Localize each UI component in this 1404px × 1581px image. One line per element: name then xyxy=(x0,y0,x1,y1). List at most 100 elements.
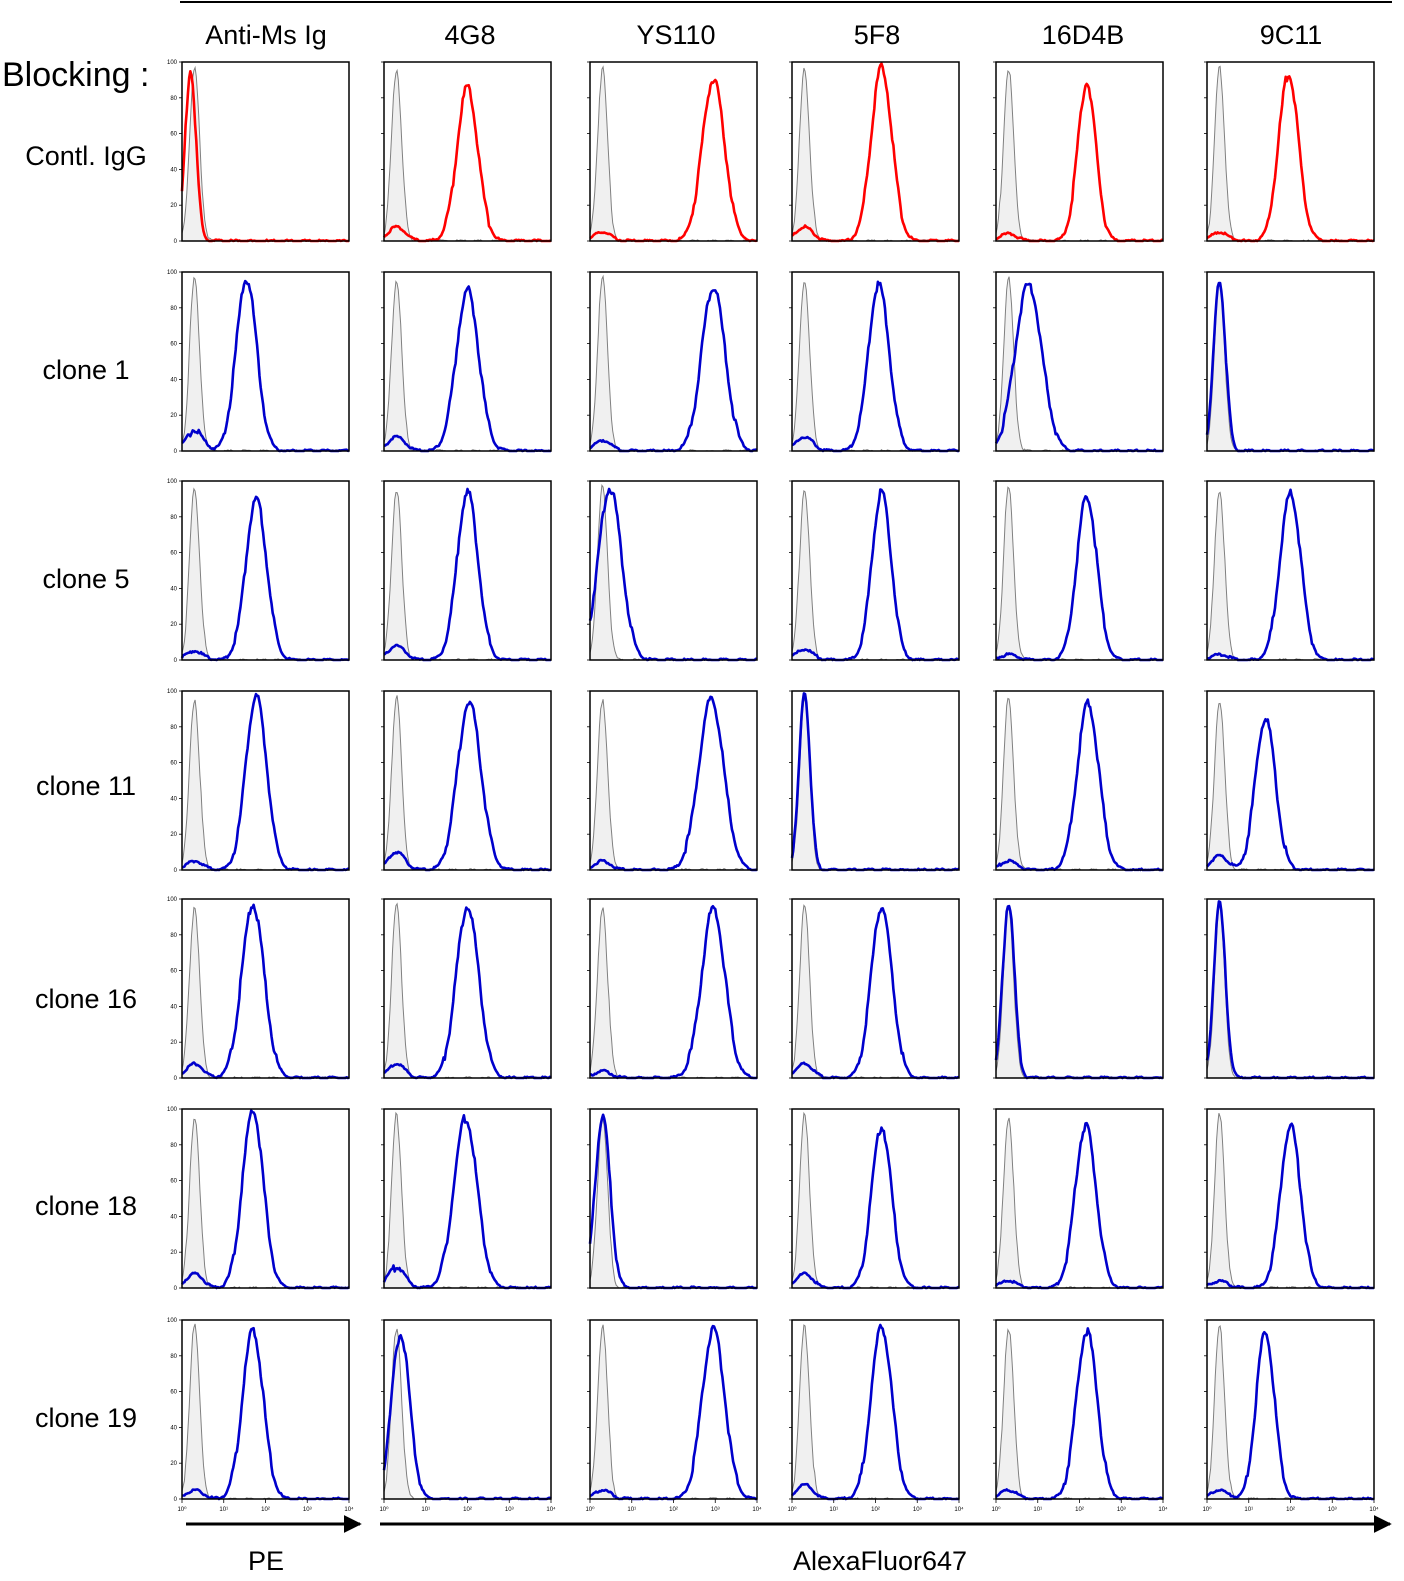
clone-histogram-line xyxy=(1205,900,1375,1080)
isotype-histogram-line xyxy=(383,1328,552,1500)
row-label-contl-igg: Contl. IgG xyxy=(25,141,147,171)
histogram-panel xyxy=(789,690,960,872)
y-tick-label: 80 xyxy=(170,515,177,521)
y-tick-label: 100 xyxy=(167,689,178,695)
panel-frame xyxy=(383,1319,552,1500)
isotype-histogram-line xyxy=(589,699,758,871)
histogram-panel xyxy=(789,480,960,662)
panel-frame xyxy=(1206,480,1375,661)
x-tick-label: 10⁴ xyxy=(1158,1506,1168,1513)
panel-frame xyxy=(1206,690,1375,871)
column-header-4g8: 4G8 xyxy=(444,20,495,50)
panel-frame xyxy=(995,271,1164,452)
clone-histogram-line xyxy=(383,906,552,1080)
isotype-fill xyxy=(996,1329,1163,1499)
clone-histogram-line xyxy=(994,1121,1164,1290)
isotype-histogram-line xyxy=(383,1111,552,1289)
isotype-histogram-line xyxy=(1206,1324,1375,1500)
isotype-fill xyxy=(384,903,551,1078)
x-tick-label: 10³ xyxy=(1328,1507,1337,1513)
panel-frame xyxy=(181,898,350,1079)
y-tick-label: 60 xyxy=(170,551,177,557)
clone-histogram-line xyxy=(589,904,758,1080)
y-tick-label: 100 xyxy=(167,1107,178,1113)
isotype-histogram-line xyxy=(589,274,757,452)
y-tick-label: 80 xyxy=(170,1354,177,1360)
row-label-clone-11: clone 11 xyxy=(36,771,136,801)
panel-frame xyxy=(791,898,960,1079)
histogram-panel xyxy=(381,898,552,1080)
clone-histogram-line xyxy=(791,280,960,453)
isotype-histogram-line xyxy=(383,491,551,661)
histogram-panel xyxy=(789,1108,960,1290)
histogram-panel xyxy=(1204,61,1375,243)
histogram-panel xyxy=(587,271,758,453)
histogram-panel xyxy=(789,898,960,1080)
clone-histogram-line xyxy=(383,487,552,662)
y-tick-label: 80 xyxy=(170,96,177,102)
isotype-fill xyxy=(590,907,757,1078)
panel-frame xyxy=(995,1319,1164,1500)
clone-histogram-line xyxy=(181,1326,350,1501)
histogram-panel xyxy=(789,61,960,243)
panel-frame xyxy=(791,1108,960,1289)
row-label-clone-5: clone 5 xyxy=(42,564,129,594)
row-label-clone-16: clone 16 xyxy=(35,984,137,1014)
isotype-fill xyxy=(182,67,349,241)
x-tick-label: 10² xyxy=(463,1507,472,1513)
x-tick-label: 10⁰ xyxy=(379,1506,389,1513)
y-tick-label: 80 xyxy=(170,306,177,312)
histogram-panel: 0 20 40 60 80 100 10⁰ 10¹ 10² 10³ 10⁴ xyxy=(167,1318,354,1513)
panel-frame xyxy=(589,1319,758,1500)
panel-frame xyxy=(589,271,758,452)
clone-histogram-line xyxy=(1206,1330,1375,1501)
x-tick-label: 10¹ xyxy=(421,1507,430,1513)
clone-histogram-line xyxy=(791,488,960,662)
y-tick-label: 20 xyxy=(170,413,177,419)
histogram-panel: 10⁰ 10¹ 10² 10³ 10⁴ xyxy=(585,1319,762,1513)
panel-frame xyxy=(383,690,552,871)
x-tick-label: 10¹ xyxy=(1244,1507,1253,1513)
x-tick-label: 10⁴ xyxy=(752,1506,762,1513)
histogram-panel xyxy=(993,1108,1164,1290)
clone-histogram-line xyxy=(588,487,758,662)
y-tick-label: 100 xyxy=(167,1318,178,1324)
y-tick-label: 20 xyxy=(170,622,177,628)
column-header-16d4b: 16D4B xyxy=(1042,20,1125,50)
histogram-panel: 0 20 40 60 80 100 xyxy=(167,270,350,455)
histogram-panel xyxy=(993,898,1164,1080)
y-tick-label: 0 xyxy=(174,1286,178,1292)
histogram-panel xyxy=(381,61,552,243)
histogram-panel xyxy=(1204,271,1375,453)
y-tick-label: 40 xyxy=(170,586,177,592)
panel-frame xyxy=(383,480,552,661)
x-tick-label: 10³ xyxy=(303,1507,312,1513)
histogram-panel xyxy=(587,1108,758,1290)
clone-histogram-line xyxy=(180,1109,350,1290)
x-tick-label: 10² xyxy=(261,1507,270,1513)
isotype-histogram-line xyxy=(791,1111,960,1289)
clone-histogram-line xyxy=(181,903,350,1080)
clone-histogram-line xyxy=(181,279,350,453)
y-tick-label: 60 xyxy=(170,1179,177,1185)
panel-frame xyxy=(383,61,552,242)
panel-frame xyxy=(589,898,758,1079)
y-tick-label: 60 xyxy=(170,342,177,348)
clone-histogram-line xyxy=(1206,717,1375,872)
control-igg-histogram-line xyxy=(180,70,350,243)
histogram-panel xyxy=(587,61,758,243)
panel-frame xyxy=(181,61,350,242)
column-header-anti-ms-ig: Anti-Ms Ig xyxy=(205,20,327,50)
isotype-fill xyxy=(996,276,1163,451)
x-tick-label: 10⁴ xyxy=(954,1506,964,1513)
isotype-fill xyxy=(1207,904,1374,1078)
control-igg-histogram-line xyxy=(995,82,1164,243)
clone-histogram-line xyxy=(995,698,1164,872)
x-tick-label: 10² xyxy=(871,1507,880,1513)
histogram-panel xyxy=(1204,480,1375,662)
isotype-fill xyxy=(182,699,349,870)
isotype-histogram-line xyxy=(589,1324,757,1500)
histogram-panel xyxy=(381,271,552,453)
x-tick-label: 10⁰ xyxy=(1202,1506,1212,1513)
panel-frame xyxy=(589,480,758,661)
